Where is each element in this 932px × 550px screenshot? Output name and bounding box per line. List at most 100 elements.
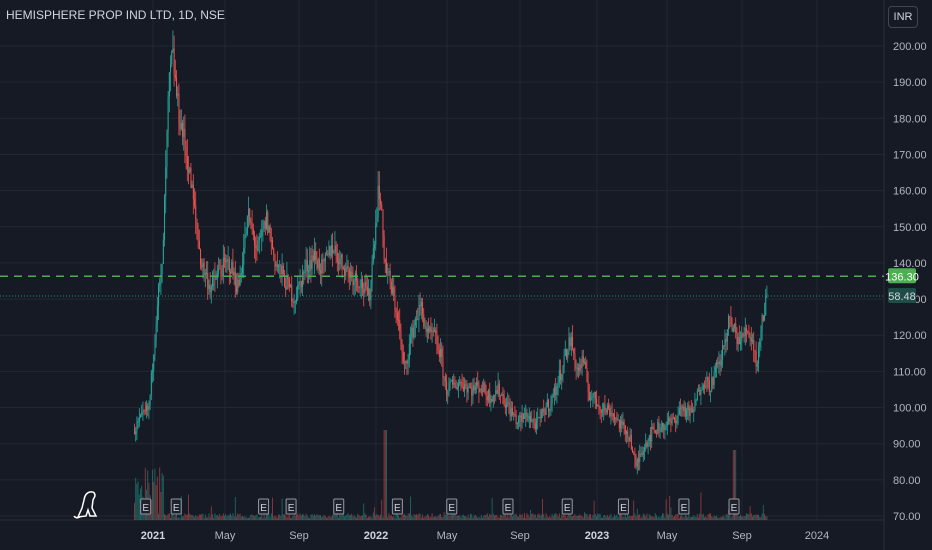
x-tick-label: May: [437, 530, 458, 542]
earnings-marker-icon[interactable]: [170, 498, 182, 515]
volume-bar: [302, 513, 303, 520]
candle-body: [252, 228, 254, 236]
volume-bar: [322, 516, 324, 520]
volume-bar: [430, 516, 432, 520]
volume-bar: [587, 516, 589, 520]
volume-bar: [327, 517, 329, 520]
candle-body: [700, 389, 702, 396]
alert-price-label: 136.30: [885, 271, 919, 283]
volume-bar: [399, 517, 401, 520]
candle-body: [474, 386, 476, 391]
candle-body: [635, 461, 637, 467]
candle-body: [496, 390, 498, 394]
candle-body: [452, 379, 454, 385]
volume-bar: [370, 516, 372, 520]
volume-bar: [182, 516, 183, 520]
candle-body: [546, 400, 548, 407]
candle-body: [610, 412, 612, 417]
volume-bar: [419, 513, 421, 520]
candle-body: [503, 396, 505, 406]
candle-body: [232, 261, 234, 276]
earnings-marker-icon[interactable]: [258, 498, 270, 515]
candle-body: [682, 406, 684, 411]
volume-bar: [526, 513, 528, 520]
candle-body: [231, 261, 233, 274]
candle-body: [630, 435, 632, 449]
volume-bar: [750, 513, 752, 520]
candle-body: [678, 408, 680, 415]
candle-body: [720, 359, 722, 366]
candle-body: [722, 345, 724, 360]
volume-bar: [731, 516, 733, 520]
earnings-marker-icon[interactable]: [285, 498, 297, 515]
candle-body: [656, 432, 658, 434]
volume-bar: [152, 469, 153, 520]
volume-bar: [668, 515, 669, 520]
earnings-marker-icon[interactable]: [678, 498, 690, 515]
volume-bar: [692, 516, 693, 520]
earnings-marker-icon[interactable]: [391, 498, 403, 515]
volume-bar: [464, 516, 465, 520]
candle-body: [500, 395, 502, 397]
volume-bar: [657, 517, 659, 520]
candle-body: [162, 239, 164, 264]
candle-body: [228, 259, 230, 272]
candle-body: [342, 267, 344, 269]
volume-bar: [648, 513, 650, 520]
volume-bar: [375, 515, 377, 520]
candle-body: [336, 253, 338, 263]
volume-bar: [586, 513, 588, 520]
earnings-marker-icon[interactable]: [728, 498, 740, 515]
candle-body: [344, 268, 346, 277]
volume-bar: [362, 515, 363, 520]
earnings-marker-icon[interactable]: [561, 498, 573, 515]
candle-body: [258, 236, 260, 241]
volume-bar: [545, 513, 547, 520]
chart-title: HEMISPHERE PROP IND LTD, 1D, NSE: [6, 8, 225, 22]
volume-bar: [705, 516, 707, 520]
candle-body: [279, 265, 281, 266]
earnings-marker-icon[interactable]: [502, 498, 514, 515]
candle-body: [599, 407, 601, 411]
volume-bar: [658, 516, 660, 520]
candle-body: [551, 396, 553, 404]
candle-body: [476, 382, 478, 387]
candle-body: [548, 400, 550, 411]
volume-bar: [482, 517, 483, 520]
candle-body: [498, 383, 500, 396]
volume-bar: [556, 514, 558, 520]
earnings-marker-icon[interactable]: [446, 498, 458, 515]
volume-bar: [312, 515, 314, 520]
earnings-marker-icon[interactable]: [617, 498, 629, 515]
volume-bar: [737, 516, 739, 520]
candle-body: [711, 377, 713, 392]
candle-body: [142, 410, 144, 412]
volume-bar: [544, 517, 546, 520]
candle-body: [242, 264, 244, 273]
earnings-marker-icon[interactable]: [140, 498, 152, 515]
candle-body: [657, 422, 659, 434]
candle-body: [190, 167, 192, 189]
volume-bar: [504, 513, 506, 520]
volume-bar: [198, 514, 200, 520]
candle-body: [519, 415, 521, 418]
volume-bar: [666, 513, 668, 520]
volume-bar: [395, 513, 397, 520]
earnings-marker-icon[interactable]: [333, 498, 345, 515]
candle-body: [418, 305, 420, 320]
volume-bar: [748, 513, 750, 520]
y-tick-label: 90.00: [893, 439, 921, 451]
volume-bar: [201, 514, 203, 520]
volume-bar: [207, 517, 209, 520]
volume-bar: [486, 513, 488, 520]
volume-bar: [425, 516, 427, 520]
currency-button[interactable]: INR: [888, 6, 918, 28]
candle-body: [240, 272, 242, 276]
candle-body: [677, 414, 679, 417]
volume-bar: [441, 517, 443, 520]
candle-body: [329, 246, 331, 257]
candle-body: [368, 288, 370, 296]
candle-body: [557, 382, 559, 385]
candle-body: [398, 320, 400, 322]
